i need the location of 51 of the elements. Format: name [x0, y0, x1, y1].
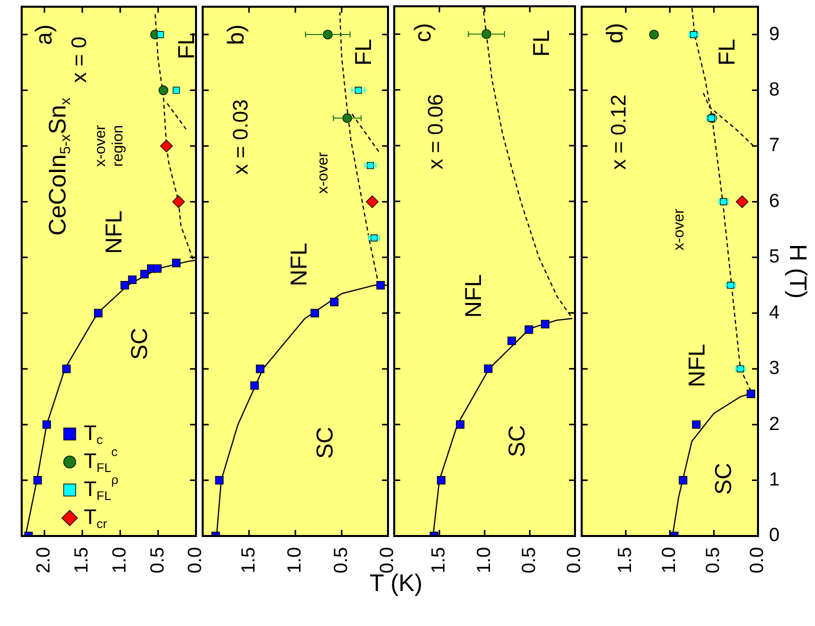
y-tick-label: 9 [769, 24, 780, 45]
x-tick-label: 1.0 [474, 547, 495, 574]
y-tick-label: 6 [769, 190, 780, 212]
annotation: x = 0 [68, 36, 91, 83]
x-tick-label: 0.5 [147, 547, 168, 574]
annotation: FL [350, 38, 376, 66]
x-tick-label: 1.5 [615, 547, 636, 574]
x-tick-label: 0.5 [330, 547, 352, 574]
annotation: x = 0.12 [607, 94, 630, 170]
annotation: SC [126, 328, 152, 360]
x-tick-label: 1.0 [109, 547, 130, 574]
annotation: NFL [683, 344, 710, 388]
text: CeCoIn5-xSnx [44, 96, 74, 236]
x-tick-label: 0.0 [747, 547, 768, 574]
y-tick-label: 0 [769, 525, 780, 546]
x-tick-label: 0.5 [703, 547, 724, 574]
x-tick-label: 1.5 [428, 547, 450, 574]
annotation: NFL [285, 242, 312, 286]
y-tick-label: 1 [769, 470, 780, 491]
x-tick-label: 2.0 [34, 547, 55, 574]
annotation: SC [311, 426, 338, 459]
y-tick-label: 5 [769, 246, 780, 268]
annotation: d) [601, 22, 628, 44]
annotation: NFL [460, 274, 486, 318]
x-tick-label: 0.5 [519, 547, 540, 574]
annotation: SC [503, 425, 530, 458]
annotation: x = 0.06 [424, 94, 448, 170]
x-tick-label: 1.5 [72, 547, 93, 574]
y-tick-label: 3 [769, 358, 780, 380]
y-tick-label: 7 [769, 135, 780, 156]
x-tick-label: 1.0 [284, 547, 306, 574]
y-tick-label: 8 [769, 80, 780, 101]
annotation: x-over [314, 152, 332, 194]
annotation: b) [222, 24, 248, 45]
y-tick-label: 2 [769, 414, 780, 435]
annotation: x-over region [92, 125, 126, 167]
x-tick-label: 1.0 [659, 547, 680, 574]
annotation: FL [172, 32, 199, 60]
annotation: a) [30, 24, 57, 45]
x-tick-label: 1.5 [238, 547, 260, 574]
y-axis-title: H (T) [784, 244, 811, 299]
annotation: x-over [670, 208, 688, 250]
x-tick-label: 0.0 [564, 547, 586, 574]
y-tick-label: 4 [769, 302, 780, 324]
annotation: NFL [100, 210, 126, 254]
x-tick-label: 0.0 [185, 547, 206, 574]
annotation: x = 0.03 [229, 99, 252, 175]
annotation: SC [710, 462, 736, 495]
annotation: c) [409, 23, 436, 42]
annotation: FL [713, 38, 740, 66]
annotation: FL [528, 30, 554, 57]
